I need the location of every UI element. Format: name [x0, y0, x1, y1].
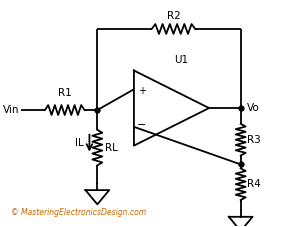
Text: Vin: Vin — [3, 105, 19, 115]
Text: Vo: Vo — [247, 103, 260, 113]
Text: © MasteringElectronicsDesign.com: © MasteringElectronicsDesign.com — [11, 208, 146, 217]
Text: R4: R4 — [247, 179, 260, 189]
Text: R3: R3 — [247, 135, 260, 145]
Text: −: − — [137, 120, 146, 130]
Text: +: + — [138, 86, 146, 96]
Text: RL: RL — [105, 143, 118, 153]
Text: R2: R2 — [167, 11, 180, 21]
Text: U1: U1 — [174, 54, 188, 64]
Text: R1: R1 — [58, 88, 72, 98]
Text: IL: IL — [75, 138, 83, 148]
